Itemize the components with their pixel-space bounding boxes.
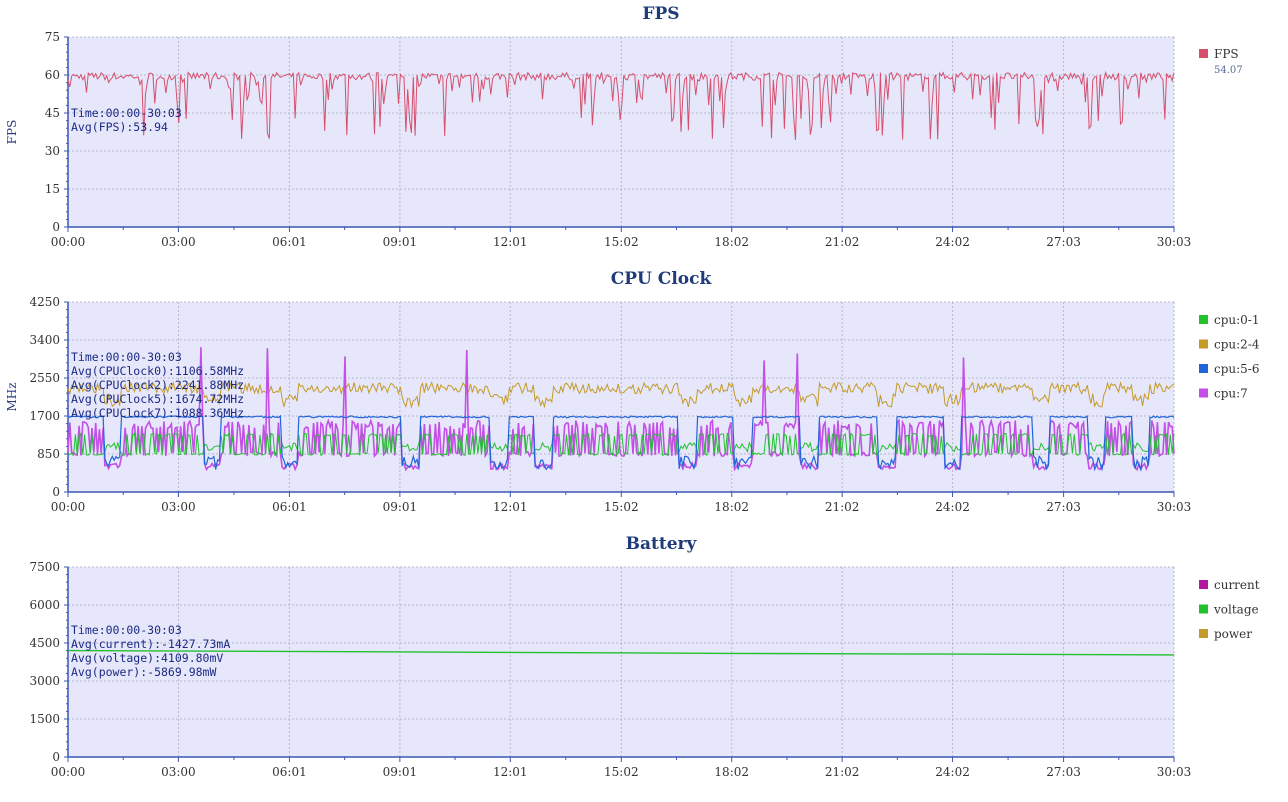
x-tick-label: 24:02 <box>935 500 970 514</box>
legend-label[interactable]: cpu:2-4 <box>1214 338 1260 352</box>
x-tick-label: 21:02 <box>825 235 860 249</box>
y-tick-label: 15 <box>45 182 60 196</box>
x-tick-label: 21:02 <box>825 765 860 779</box>
x-tick-label: 09:01 <box>383 500 418 514</box>
series-line-cpu-2-4 <box>67 380 1175 409</box>
legend-swatch[interactable] <box>1199 604 1208 614</box>
y-axis-label: MHz <box>5 382 19 411</box>
x-tick-label: 00:00 <box>51 235 86 249</box>
legend-swatch[interactable] <box>1199 364 1208 373</box>
y-tick-label: 75 <box>45 30 60 44</box>
legend-label[interactable]: FPS <box>1214 47 1239 61</box>
x-tick-label: 15:02 <box>604 765 639 779</box>
y-tick-label: 30 <box>45 144 60 158</box>
y-tick-label: 3400 <box>29 333 60 347</box>
y-tick-label: 0 <box>52 750 60 764</box>
x-tick-label: 06:01 <box>272 500 307 514</box>
y-tick-label: 0 <box>52 485 60 499</box>
legend-label[interactable]: cpu:7 <box>1214 387 1248 401</box>
x-tick-label: 00:00 <box>51 765 86 779</box>
x-tick-label: 27:03 <box>1046 235 1081 249</box>
chart-title: FPS <box>642 4 679 24</box>
chart-fps: FPS 0 15 30 45 60 75 00:00 03:00 06:01 09:01 12:01 1… <box>5 4 1243 249</box>
x-tick-label: 12:01 <box>493 500 528 514</box>
legend-swatch[interactable] <box>1199 629 1208 638</box>
series-line-fps <box>67 70 1175 140</box>
legend-swatch[interactable] <box>1199 580 1208 589</box>
stats-annotation: Avg(power):-5869.98mW <box>71 665 216 679</box>
x-tick-label: 03:00 <box>161 500 196 514</box>
x-tick-label: 12:01 <box>493 765 528 779</box>
y-tick-label: 6000 <box>29 598 60 612</box>
x-tick-label: 30:03 <box>1157 500 1192 514</box>
y-tick-label: 1700 <box>29 409 60 423</box>
y-axis-label: FPS <box>5 120 19 145</box>
x-tick-label: 12:01 <box>493 235 528 249</box>
y-tick-label: 45 <box>45 106 60 120</box>
x-tick-label: 18:02 <box>714 765 749 779</box>
x-tick-label: 18:02 <box>714 500 749 514</box>
stats-annotation: Time:00:00-30:03 <box>71 350 182 364</box>
series-line-cpu-7 <box>67 347 1175 472</box>
x-tick-label: 30:03 <box>1157 765 1192 779</box>
x-tick-label: 03:00 <box>161 765 196 779</box>
legend-label[interactable]: voltage <box>1213 603 1259 617</box>
series-line-voltage <box>67 649 1175 656</box>
x-tick-label: 15:02 <box>604 500 639 514</box>
chart-cpu-clock: CPU Clock 0 850 1700 2550 3400 4250 00:00 03:00 0… <box>5 269 1260 514</box>
x-tick-label: 24:02 <box>935 765 970 779</box>
legend-swatch[interactable] <box>1199 315 1208 324</box>
x-tick-label: 27:03 <box>1046 500 1081 514</box>
x-tick-label: 24:02 <box>935 235 970 249</box>
legend-swatch[interactable] <box>1199 49 1208 58</box>
chart-title: CPU Clock <box>611 269 713 289</box>
x-tick-label: 30:03 <box>1157 235 1192 249</box>
legend-swatch[interactable] <box>1199 388 1208 398</box>
chart-title: Battery <box>626 534 698 554</box>
y-tick-label: 2550 <box>29 371 60 385</box>
x-tick-label: 27:03 <box>1046 765 1081 779</box>
legend-label[interactable]: power <box>1214 627 1252 641</box>
legend-label[interactable]: cpu:0-1 <box>1214 313 1260 327</box>
stats-annotation: Avg(CPUClock2):2241.88MHz <box>71 378 244 392</box>
y-tick-label: 4250 <box>29 295 60 309</box>
x-tick-label: 18:02 <box>714 235 749 249</box>
plot-area <box>68 37 1174 227</box>
legend-value: 54.07 <box>1214 65 1243 76</box>
stats-annotation: Avg(CPUClock7):1088.36MHz <box>71 406 244 420</box>
legend-label[interactable]: current <box>1214 578 1260 592</box>
x-tick-label: 09:01 <box>383 765 418 779</box>
y-tick-label: 60 <box>45 68 60 82</box>
series-line-cpu-0-1 <box>67 432 1175 457</box>
chart-battery: Battery 0 1500 3000 4500 6000 7500 00:00 03:00 06… <box>29 534 1259 779</box>
x-tick-label: 00:00 <box>51 500 86 514</box>
y-tick-label: 1500 <box>29 712 60 726</box>
x-tick-label: 06:01 <box>272 235 307 249</box>
series-line-cpu-5-6 <box>67 414 1175 472</box>
stats-annotation: Avg(CPUClock0):1106.58MHz <box>71 364 244 378</box>
y-tick-label: 3000 <box>29 674 60 688</box>
stats-annotation: Avg(voltage):4109.80mV <box>71 651 223 665</box>
x-tick-label: 03:00 <box>161 235 196 249</box>
y-tick-label: 0 <box>52 220 60 234</box>
x-tick-label: 06:01 <box>272 765 307 779</box>
stats-annotation: Avg(FPS):53.94 <box>71 120 168 134</box>
plot-area <box>68 302 1174 492</box>
stats-annotation: Avg(CPUClock5):1674.72MHz <box>71 392 244 406</box>
y-tick-label: 7500 <box>29 560 60 574</box>
stats-annotation: Avg(current):-1427.73mA <box>71 637 230 651</box>
x-tick-label: 09:01 <box>383 235 418 249</box>
legend-swatch[interactable] <box>1199 339 1208 349</box>
y-tick-label: 850 <box>37 447 60 461</box>
x-tick-label: 21:02 <box>825 500 860 514</box>
plot-area <box>68 567 1174 757</box>
x-tick-label: 15:02 <box>604 235 639 249</box>
y-tick-label: 4500 <box>29 636 60 650</box>
stats-annotation: Time:00:00-30:03 <box>71 623 182 637</box>
stats-annotation: Time:00:00-30:03 <box>71 106 182 120</box>
legend-label[interactable]: cpu:5-6 <box>1214 362 1260 376</box>
